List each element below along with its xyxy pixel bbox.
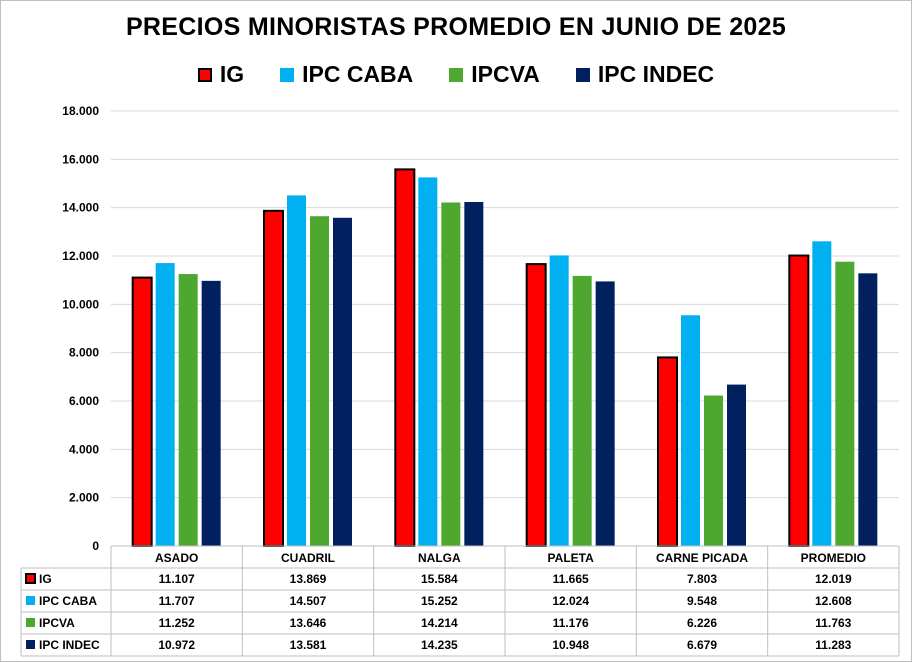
table-header-nalga: NALGA xyxy=(418,551,461,565)
table-value-ig-nalga: 15.584 xyxy=(421,572,458,586)
legend: IG IPC CABA IPCVA IPC INDEC xyxy=(1,61,911,88)
bar-ipc-caba-paleta xyxy=(549,255,569,547)
table-row-label-ipcva: IPCVA xyxy=(39,616,75,630)
table-value-ig-cuadril: 13.869 xyxy=(290,572,327,586)
bar-ipc-indec-paleta xyxy=(595,281,615,546)
table-value-ipc-indec-cuadril: 13.581 xyxy=(290,638,327,652)
table-header-carne-picada: CARNE PICADA xyxy=(656,551,748,565)
bar-ipcva-paleta xyxy=(572,275,592,546)
legend-item-ipcva: IPCVA xyxy=(449,61,540,88)
table-value-ipcva-cuadril: 13.646 xyxy=(290,616,327,630)
y-tick-label: 2.000 xyxy=(69,491,99,505)
bar-ipc-caba-nalga xyxy=(418,177,438,546)
table-value-ipc-caba-promedio: 12.608 xyxy=(815,594,852,608)
legend-item-ipc-indec: IPC INDEC xyxy=(575,61,715,88)
table-header-paleta: PALETA xyxy=(548,551,595,565)
bar-ipcva-asado xyxy=(178,274,198,546)
y-tick-label: 0 xyxy=(92,539,99,553)
bar-ipcva-promedio xyxy=(835,261,855,546)
y-tick-label: 10.000 xyxy=(62,297,99,311)
legend-item-ipc-caba: IPC CABA xyxy=(280,61,413,88)
bar-ipc-caba-promedio xyxy=(812,241,832,546)
table-value-ig-promedio: 12.019 xyxy=(815,572,852,586)
bar-ipc-caba-carne-picada xyxy=(681,315,700,546)
table-value-ipc-indec-nalga: 14.235 xyxy=(421,638,458,652)
legend-swatch-ipc-caba xyxy=(280,67,295,82)
table-value-ig-asado: 11.107 xyxy=(159,572,195,586)
table-value-ipc-indec-paleta: 10.948 xyxy=(552,638,589,652)
table-header-promedio: PROMEDIO xyxy=(801,551,866,565)
legend-label-ipc-indec: IPC INDEC xyxy=(597,61,715,87)
table-value-ipc-caba-paleta: 12.024 xyxy=(552,594,589,608)
bar-ipc-caba-asado xyxy=(155,263,175,546)
table-value-ipcva-nalga: 14.214 xyxy=(421,616,458,630)
legend-label-ipcva: IPCVA xyxy=(471,61,540,87)
bar-ipcva-nalga xyxy=(441,202,461,546)
y-tick-label: 12.000 xyxy=(62,249,99,263)
table-value-ipc-caba-nalga: 15.252 xyxy=(421,594,458,608)
bar-ig-paleta xyxy=(525,263,547,547)
bar-ipcva-carne-picada xyxy=(704,395,723,546)
bar-ig-carne-picada xyxy=(657,356,678,547)
table-row-label-ipc-indec: IPC INDEC xyxy=(39,638,100,652)
table-header-asado: ASADO xyxy=(155,551,198,565)
bar-ig-nalga xyxy=(394,168,416,548)
table-value-ipcva-carne-picada: 6.226 xyxy=(687,616,717,630)
table-value-ipc-caba-asado: 11.707 xyxy=(159,594,195,608)
table-value-ig-paleta: 11.665 xyxy=(553,572,589,586)
table-row-label-ig: IG xyxy=(39,572,52,586)
table-swatch-ipc-caba xyxy=(26,596,35,605)
bar-ipc-indec-asado xyxy=(201,280,221,546)
bar-ipc-indec-promedio xyxy=(858,273,878,546)
table-value-ipcva-promedio: 11.763 xyxy=(815,616,851,630)
bar-ipc-caba-cuadril xyxy=(287,195,306,546)
bar-ig-asado xyxy=(131,276,153,547)
table-value-ipcva-asado: 11.252 xyxy=(159,616,195,630)
table-swatch-ipc-indec xyxy=(26,640,35,649)
table-header-cuadril: CUADRIL xyxy=(281,551,335,565)
table-value-ipc-indec-promedio: 11.283 xyxy=(815,638,851,652)
legend-item-ig: IG xyxy=(197,61,245,88)
bar-ipcva-cuadril xyxy=(310,216,329,546)
bar-ipc-indec-nalga xyxy=(464,201,484,547)
legend-label-ipc-caba: IPC CABA xyxy=(302,61,414,87)
bar-ipc-indec-carne-picada xyxy=(727,384,746,546)
y-tick-label: 6.000 xyxy=(69,394,99,408)
bar-ipc-indec-cuadril xyxy=(333,217,352,547)
legend-swatch-ig xyxy=(197,67,212,82)
table-value-ipcva-paleta: 11.176 xyxy=(553,616,589,630)
legend-swatch-ipcva xyxy=(449,67,464,82)
table-value-ipc-indec-asado: 10.972 xyxy=(158,638,195,652)
y-tick-label: 4.000 xyxy=(69,442,99,456)
table-value-ipc-caba-carne-picada: 9.548 xyxy=(687,594,717,608)
table-value-ipc-indec-carne-picada: 6.679 xyxy=(687,638,717,652)
chart-title: PRECIOS MINORISTAS PROMEDIO EN JUNIO DE … xyxy=(125,13,787,41)
y-tick-label: 14.000 xyxy=(62,201,99,215)
y-tick-label: 8.000 xyxy=(69,346,99,360)
legend-swatch-ipc-indec xyxy=(575,67,590,82)
table-value-ipc-caba-cuadril: 14.507 xyxy=(290,594,327,608)
table-row-label-ipc-caba: IPC CABA xyxy=(39,594,97,608)
bar-ig-cuadril xyxy=(263,209,284,548)
table-swatch-ipcva xyxy=(26,618,35,627)
y-tick-label: 16.000 xyxy=(62,152,99,166)
legend-label-ig: IG xyxy=(219,61,245,87)
table-value-ig-carne-picada: 7.803 xyxy=(687,572,717,586)
table-swatch-ig xyxy=(25,573,36,584)
bar-ig-promedio xyxy=(788,254,810,547)
y-tick-label: 18.000 xyxy=(62,104,99,118)
